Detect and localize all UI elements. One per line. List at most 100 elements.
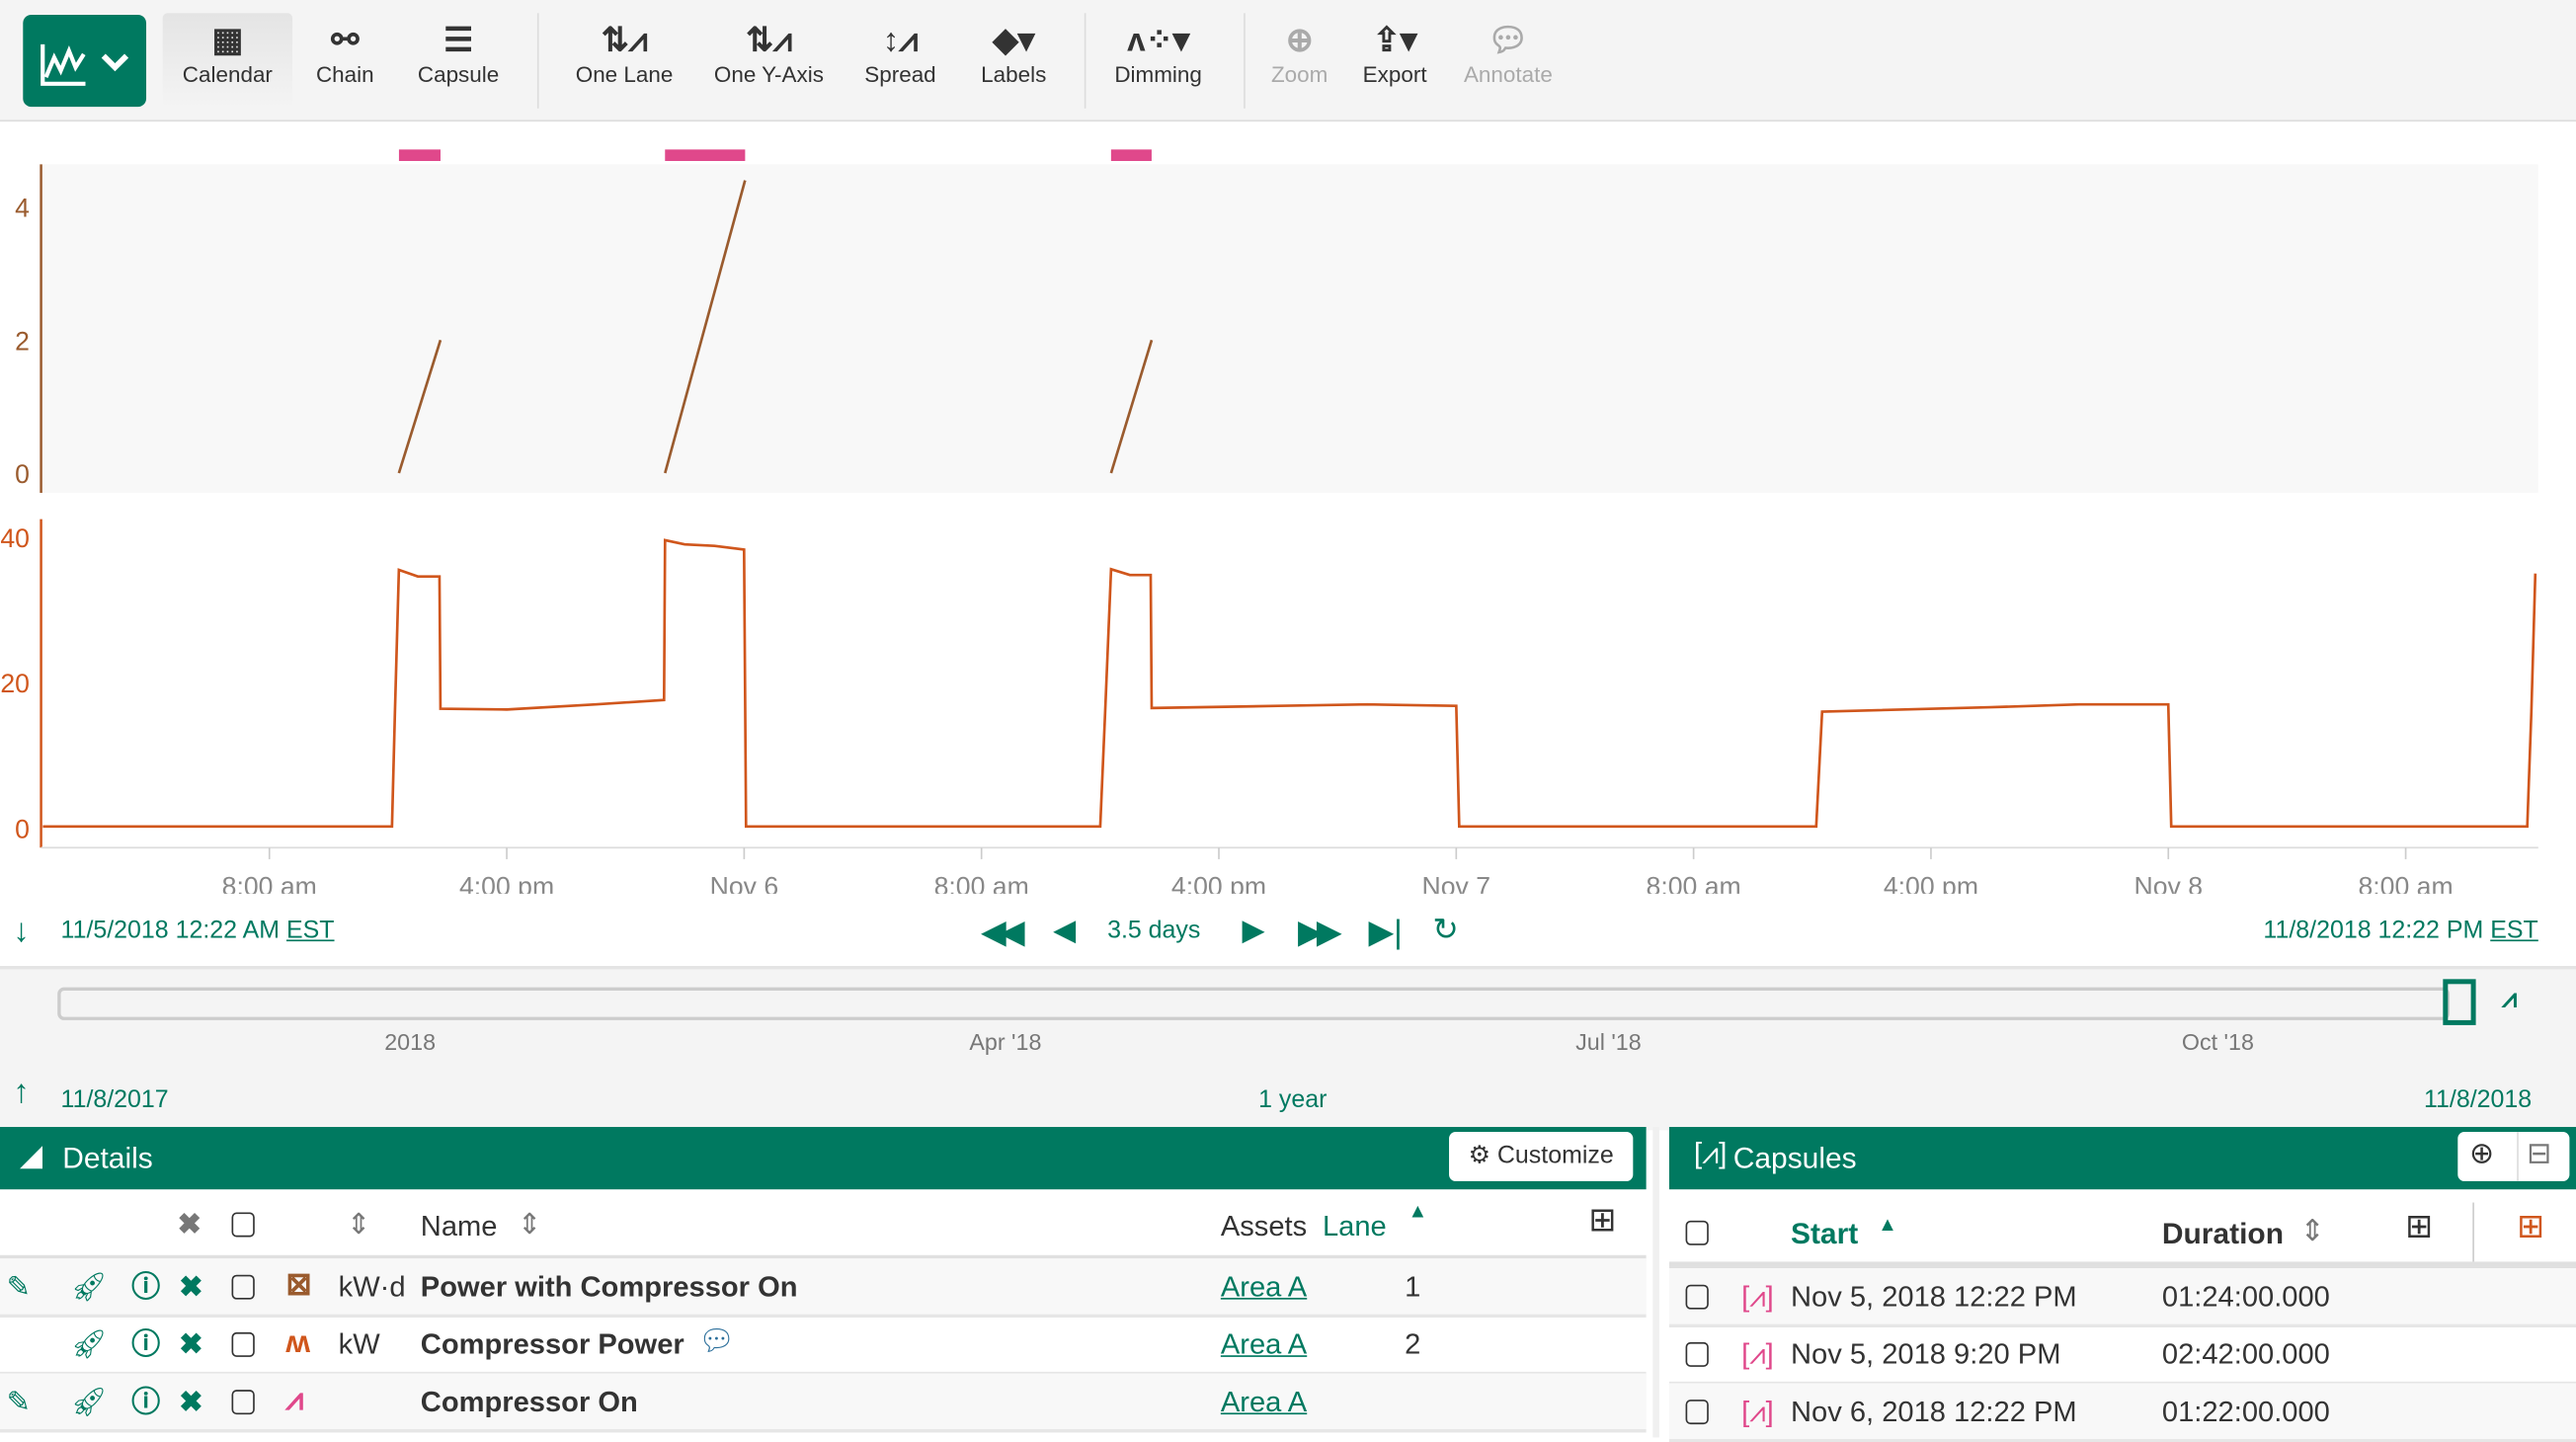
x-tick-label: Nov 8 — [2133, 871, 2203, 893]
details-row[interactable]: ✎ 🚀︎ ⓘ ✖ ⊠ kW·d Power with Compressor On… — [0, 1258, 1647, 1318]
edit-icon[interactable]: ✎ — [6, 1385, 32, 1418]
item-name: Compressor On — [420, 1385, 638, 1418]
chain-button[interactable]: ⚯ Chain — [305, 13, 384, 108]
timeline-duration[interactable]: 1 year — [1258, 1085, 1328, 1114]
capsule-icon: [⩘] — [1741, 1395, 1774, 1428]
zoom-button[interactable]: ⊕ Zoom — [1261, 13, 1337, 108]
capsule-icon: [⩘] — [1741, 1336, 1774, 1371]
capsule-start: Nov 5, 2018 12:22 PM — [1790, 1279, 2077, 1313]
capsule-row[interactable]: [⩘] Nov 5, 2018 9:20 PM 02:42:00.000 — [1668, 1325, 2576, 1386]
capsule-icon: ☰ — [443, 23, 473, 59]
capsule-row[interactable]: [⩘] Nov 5, 2018 12:22 PM 01:24:00.000 — [1668, 1268, 2576, 1327]
details-row[interactable]: ✎ 🚀︎ ⓘ ✖ ⩘ Compressor On Area A — [0, 1373, 1647, 1433]
info-icon[interactable]: ⓘ — [131, 1326, 161, 1361]
step-back-full-button[interactable]: ◀◀ — [980, 915, 1024, 952]
timeline-selection-handle[interactable] — [2443, 979, 2476, 1025]
labels-button[interactable]: ◆▾ Labels — [973, 13, 1055, 108]
details-row[interactable]: 🚀︎ ⓘ ✖ ʍ kW Compressor Power 💬︎ Area A 2 — [0, 1316, 1647, 1376]
capsule-bar — [1110, 149, 1152, 162]
remove-icon[interactable]: ✖ — [179, 1326, 203, 1361]
range-start[interactable]: 11/5/2018 12:22 AM EST — [60, 917, 335, 945]
customize-button[interactable]: ⚙ Customize — [1449, 1132, 1634, 1181]
edit-icon[interactable]: ✎ — [6, 1269, 32, 1303]
annotate-button[interactable]: 💬︎ Annotate — [1456, 13, 1561, 108]
select-all-capsules-checkbox[interactable] — [1685, 1220, 1709, 1245]
row-checkbox[interactable] — [1685, 1400, 1709, 1425]
add-column-icon[interactable]: ⊞ — [2405, 1209, 2433, 1245]
column-assets[interactable]: Assets — [1220, 1209, 1308, 1242]
capsule-start: Nov 5, 2018 9:20 PM — [1790, 1336, 2061, 1371]
y-tick-label: 2 — [15, 326, 30, 356]
zoom-to-capsule-icon[interactable]: ⊕ — [2468, 1137, 2495, 1170]
column-name[interactable]: Name — [420, 1209, 498, 1242]
remove-icon[interactable]: ✖ — [179, 1269, 203, 1303]
y-tick-label: 40 — [0, 523, 30, 553]
collapse-icon[interactable]: ⊟ — [2527, 1137, 2552, 1170]
column-duration[interactable]: Duration — [2161, 1217, 2284, 1250]
arrow-up-icon[interactable]: ↑ — [13, 1074, 30, 1111]
export-button[interactable]: ⇪▾ Export — [1354, 13, 1436, 108]
remove-icon[interactable]: ✖ — [179, 1385, 203, 1418]
rocket-icon[interactable]: 🚀︎ — [70, 1269, 108, 1303]
capsule-row[interactable]: [⩘] Nov 6, 2018 12:22 PM 01:22:00.000 — [1668, 1383, 2576, 1442]
row-checkbox[interactable] — [231, 1331, 255, 1357]
row-checkbox[interactable] — [231, 1390, 255, 1415]
calendar-button[interactable]: ▦ Calendar — [162, 13, 293, 109]
asset-link[interactable]: Area A — [1220, 1269, 1308, 1303]
capsule-duration: 01:24:00.000 — [2161, 1279, 2330, 1313]
range-duration[interactable]: 3.5 days — [1107, 917, 1201, 945]
dimming-button[interactable]: ʌ⁘▾ Dimming — [1104, 13, 1213, 108]
column-start[interactable]: Start — [1790, 1217, 1859, 1250]
range-end[interactable]: 11/8/2018 12:22 PM EST — [2263, 917, 2538, 945]
annotation-icon[interactable]: 💬︎ — [697, 1323, 735, 1357]
one-y-axis-button[interactable]: ⇅⩘ One Y-Axis — [706, 13, 831, 108]
y-tick-label: 20 — [0, 669, 30, 698]
info-icon[interactable]: ⓘ — [131, 1385, 161, 1418]
asset-link[interactable]: Area A — [1220, 1326, 1308, 1361]
row-checkbox[interactable] — [231, 1274, 255, 1300]
sort-icon[interactable]: ⇕ — [517, 1207, 542, 1241]
panel-splitter[interactable] — [1652, 1127, 1659, 1438]
x-tick-label: 4:00 pm — [459, 871, 554, 893]
sort-asc-icon: ▲ — [1878, 1212, 1897, 1236]
row-checkbox[interactable] — [1685, 1341, 1709, 1367]
zoom-icon: ⊕ — [1285, 23, 1314, 59]
step-forward-button[interactable]: ▶ — [1242, 913, 1265, 947]
step-back-button[interactable]: ◀ — [1053, 913, 1077, 947]
timezone-link[interactable]: EST — [2490, 917, 2538, 945]
column-lane[interactable]: Lane — [1322, 1209, 1387, 1242]
one-lane-button[interactable]: ⇅⩘ One Lane — [567, 13, 682, 108]
sort-icon[interactable]: ⇕ — [346, 1207, 371, 1241]
add-column-icon[interactable]: ⊞ — [1588, 1202, 1617, 1240]
asset-link[interactable]: Area A — [1220, 1385, 1308, 1418]
timeline-tick: Jul '18 — [1575, 1028, 1642, 1055]
timezone-link[interactable]: EST — [285, 917, 335, 945]
arrow-down-icon[interactable]: ↓ — [13, 913, 30, 950]
capsule-icon: [⩘] — [1741, 1279, 1774, 1313]
rocket-icon[interactable]: 🚀︎ — [70, 1385, 108, 1418]
spread-button[interactable]: ↕⩘ Spread — [854, 13, 946, 108]
capsule-icon: [⩘] — [1693, 1137, 1728, 1170]
row-checkbox[interactable] — [1685, 1284, 1709, 1310]
add-property-column-icon[interactable]: ⊞ — [2517, 1209, 2545, 1245]
timeline-start[interactable]: 11/8/2017 — [60, 1085, 169, 1114]
timeline-track[interactable] — [57, 987, 2450, 1020]
comment-icon: 💬︎ — [1487, 23, 1530, 59]
one-lane-icon: ⇅⩘ — [601, 23, 648, 59]
timeline-end[interactable]: 11/8/2018 — [2423, 1085, 2533, 1114]
jump-to-now-button[interactable]: ▶| — [1368, 915, 1403, 952]
info-icon[interactable]: ⓘ — [131, 1269, 161, 1303]
sort-icon[interactable]: ⇕ — [2299, 1214, 2325, 1247]
capsule-button[interactable]: ☰ Capsule — [407, 13, 509, 108]
select-all-checkbox[interactable] — [231, 1212, 255, 1238]
refresh-icon[interactable]: ↻ — [1432, 913, 1459, 948]
lane-number: 2 — [1405, 1326, 1421, 1361]
divider — [2472, 1202, 2474, 1262]
remove-all-icon[interactable]: ✖ — [177, 1207, 202, 1241]
x-tick-label: Nov 7 — [1422, 871, 1491, 893]
capsule-icon: ⩘ — [2502, 985, 2518, 1014]
rocket-icon[interactable]: 🚀︎ — [70, 1326, 108, 1361]
step-forward-full-button[interactable]: ▶▶ — [1298, 915, 1341, 952]
view-menu-button[interactable] — [23, 14, 147, 108]
